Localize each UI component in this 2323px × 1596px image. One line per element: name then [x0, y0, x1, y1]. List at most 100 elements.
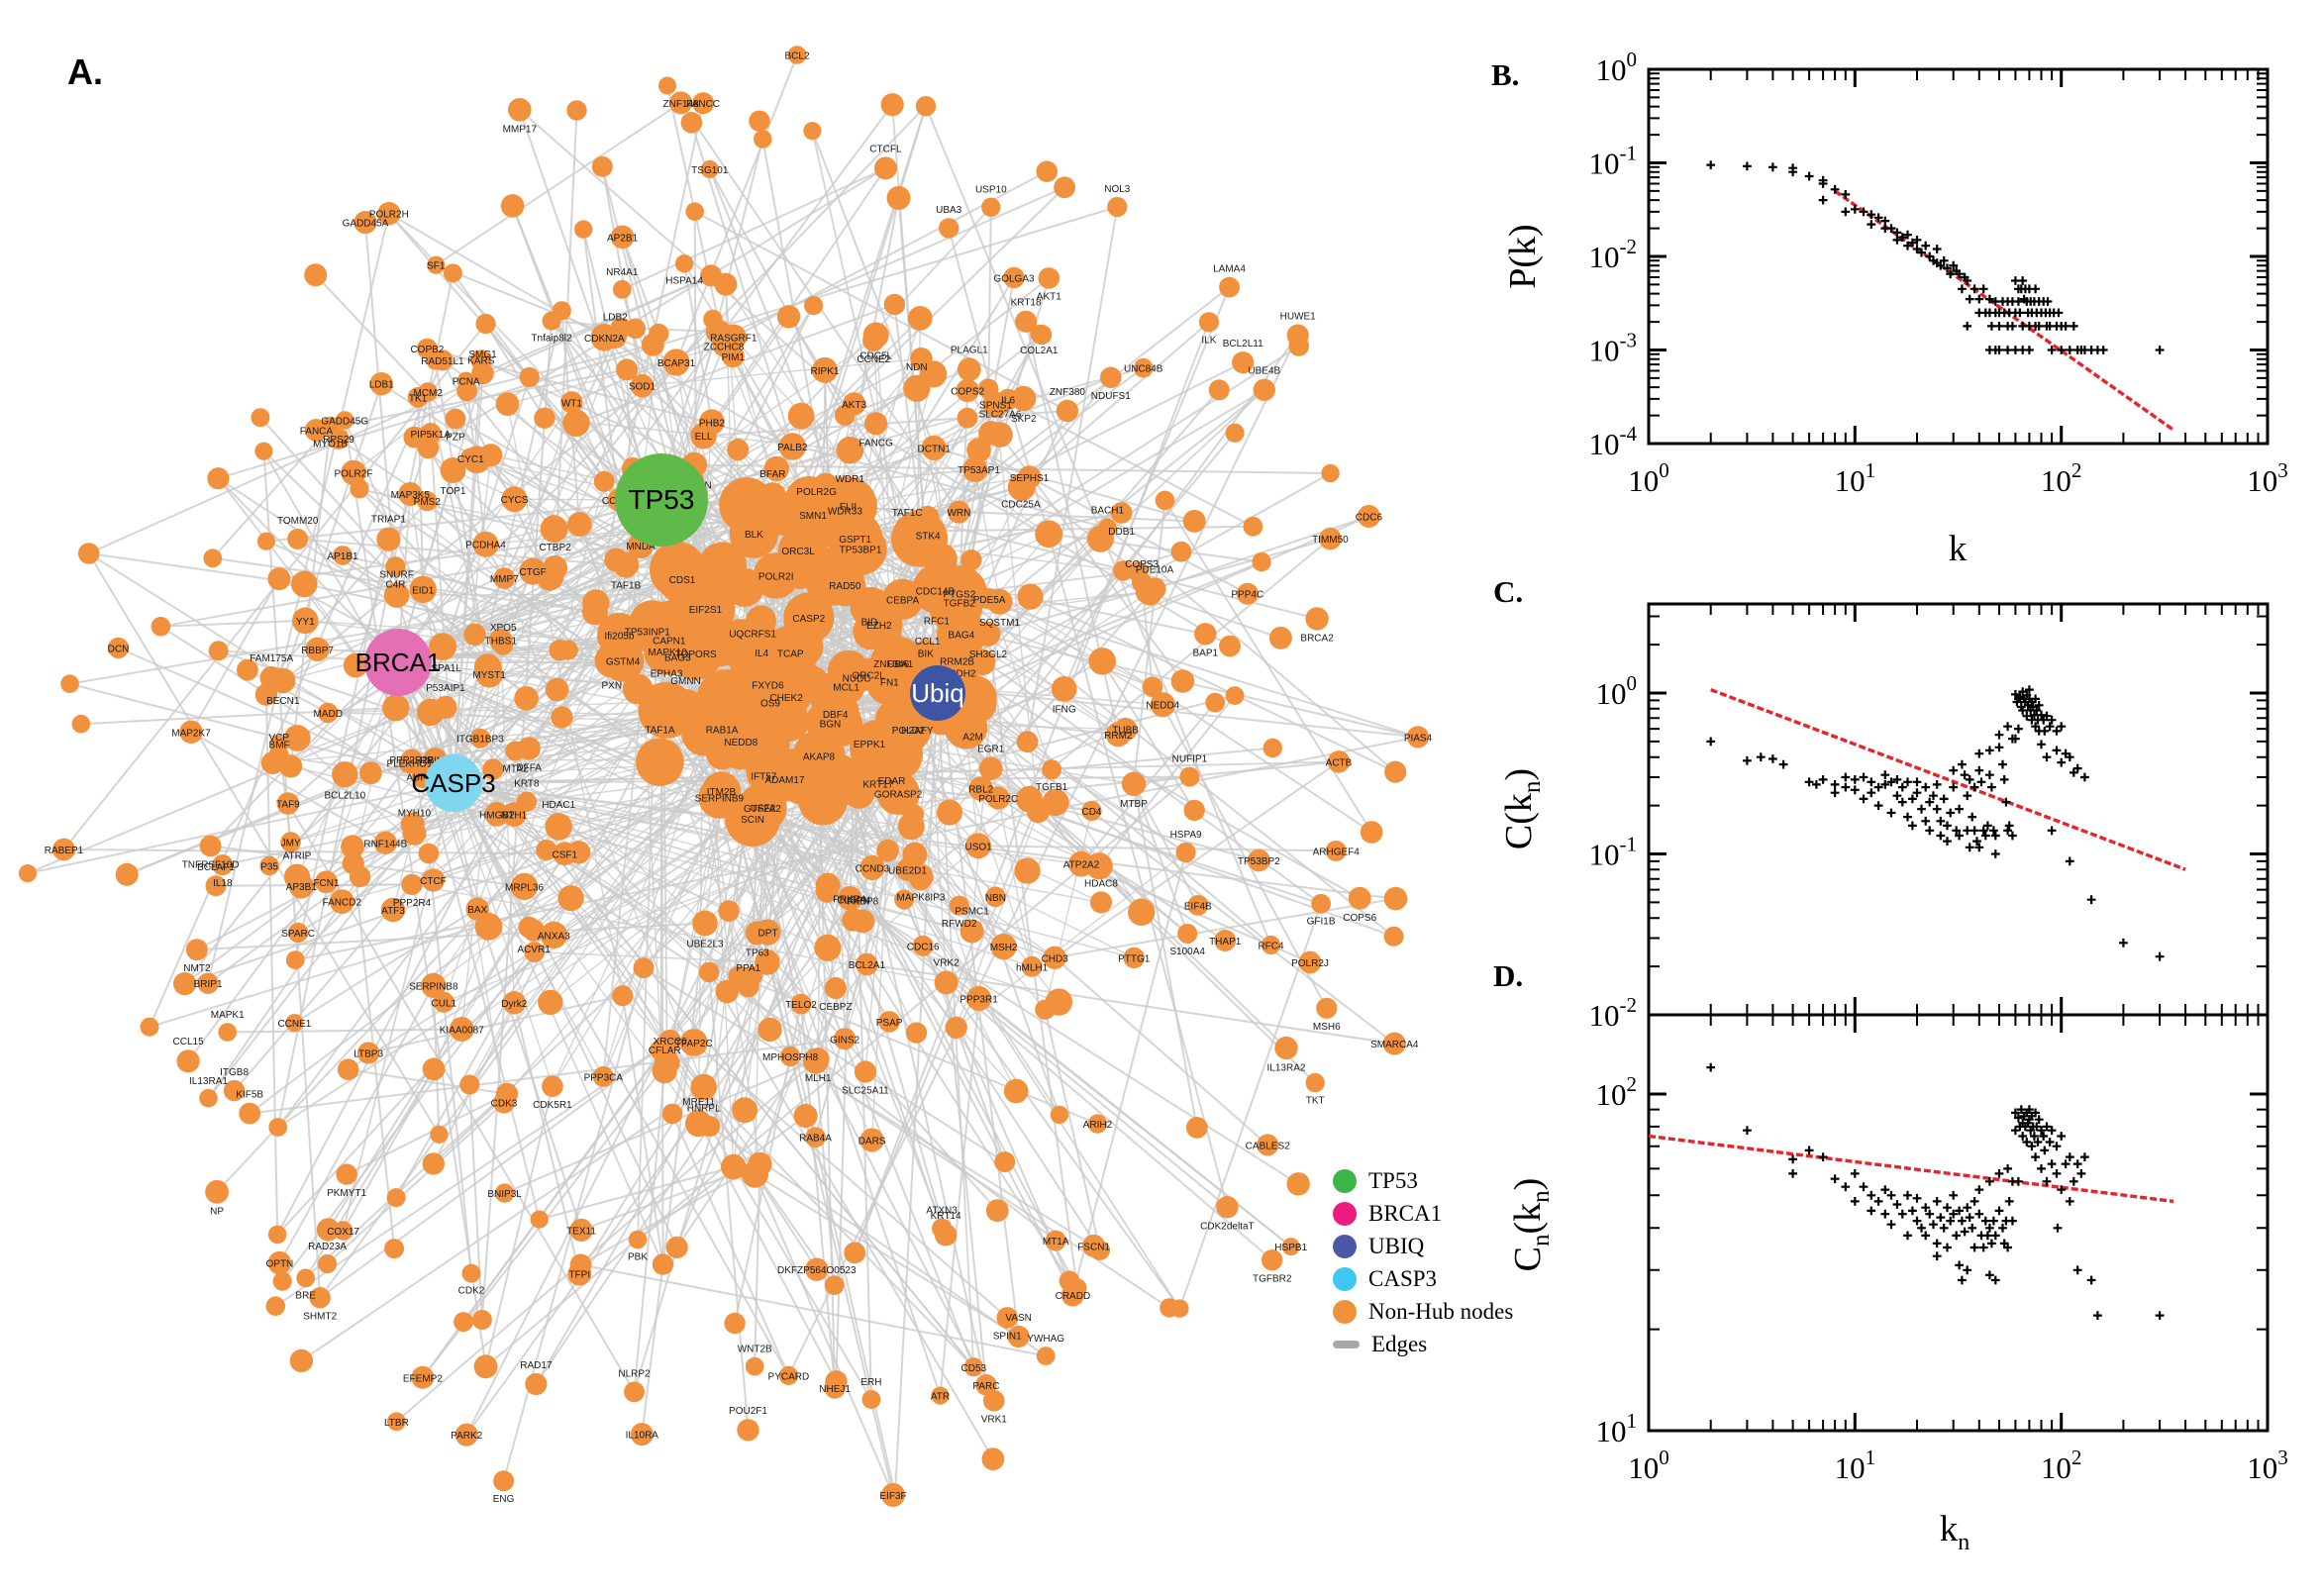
network-node-label: CD53 [961, 1363, 987, 1374]
fit-line [1710, 688, 2186, 871]
network-node-label: MYST1 [472, 670, 506, 681]
network-node-label: WDR1 [835, 474, 864, 485]
y-axis-label-B: P(k) [1502, 224, 1544, 288]
network-node [965, 833, 991, 859]
network-node [343, 652, 368, 678]
network-node [986, 588, 1013, 615]
network-node-label: BECN1 [266, 696, 300, 707]
network-node [803, 122, 822, 141]
network-node [1357, 505, 1380, 528]
network-node [208, 641, 229, 661]
network-node [1382, 1032, 1406, 1055]
network-node [140, 1017, 159, 1037]
network-node [806, 1047, 830, 1071]
network-node-label: CTGF [519, 567, 546, 578]
network-node [357, 1042, 380, 1064]
network-node [1056, 399, 1079, 423]
network-node-label: NHEJ1 [819, 1384, 851, 1395]
network-node [776, 305, 801, 329]
network-node [470, 349, 492, 371]
network-node [237, 658, 258, 681]
network-node-label: RFWD2 [942, 919, 977, 930]
x-axis-label-B: k [1949, 529, 1968, 569]
axis-tick-label: 102 [1596, 1072, 1638, 1112]
network-node [1016, 731, 1039, 753]
network-node [636, 738, 684, 786]
network-node [894, 889, 915, 910]
network-node-label: FANCD2 [323, 898, 362, 909]
network-node-label: ITGB1BP3 [456, 735, 504, 746]
legend-item-label: UBIQ [1368, 1234, 1425, 1258]
network-node [276, 792, 300, 815]
network-node [779, 1046, 801, 1067]
network-node [985, 886, 1006, 908]
network-node-label: RAD51L1 [421, 356, 464, 367]
network-node [674, 254, 694, 273]
legend-item-non-hub-nodes: Non-Hub nodes [1333, 1299, 1513, 1325]
legend-edge-swatch-icon [1333, 1341, 1360, 1348]
network-node-label: CTCF [420, 876, 447, 887]
network-node-label: CDKN2A [584, 334, 625, 345]
network-node [985, 1199, 1009, 1223]
network-node [473, 1354, 498, 1379]
network-node-label: AKT1 [1037, 292, 1061, 303]
network-node-label: PBK [628, 1251, 648, 1262]
scatter-points [1706, 160, 2165, 354]
network-node-label: EID1 [412, 585, 435, 596]
network-node [341, 835, 364, 859]
network-node [267, 1250, 292, 1275]
network-node [519, 366, 540, 387]
network-node [698, 542, 748, 591]
network-node [369, 372, 393, 396]
network-node [269, 735, 289, 753]
legend-item-label: CASP3 [1368, 1266, 1438, 1291]
network-node [1360, 821, 1383, 844]
network-node [1050, 1105, 1069, 1125]
network-node-label: AP2B1 [607, 233, 639, 244]
network-node [781, 538, 803, 559]
scatter-points [1706, 685, 2165, 961]
network-node [1311, 893, 1331, 914]
network-node [1089, 1240, 1110, 1260]
network-node-label: ARIH2 [1083, 1120, 1113, 1131]
network-node [1225, 423, 1245, 443]
network-node [288, 922, 309, 944]
network-node-label: RAB1A [706, 726, 739, 737]
network-node-label: UBE4B [1248, 366, 1280, 377]
hub-label-brca1: BRCA1 [355, 648, 442, 677]
network-node-label: NBN [985, 893, 1006, 904]
network-node [218, 1023, 237, 1042]
network-node [1187, 895, 1209, 916]
network-node [787, 563, 814, 589]
legend-node-swatch-icon [1333, 1235, 1357, 1258]
network-node-label: PPA1 [736, 963, 760, 974]
network-node-label: RIPK1 [811, 366, 840, 377]
legend-item-label: TP53 [1368, 1168, 1418, 1193]
network-node [978, 421, 1003, 446]
network-node [505, 741, 526, 761]
axis-minor-ticks [1649, 604, 2268, 1015]
network-node [854, 1060, 877, 1083]
network-node [1216, 1196, 1239, 1219]
network-node [1183, 799, 1205, 822]
network-node [309, 1287, 331, 1309]
network-node [1298, 950, 1322, 974]
network-node [1236, 582, 1259, 605]
network-node-label: HSPB1 [1274, 1243, 1307, 1253]
network-node [1142, 676, 1163, 698]
network-node-label: PLEKHO1 [387, 758, 434, 769]
network-node [1100, 366, 1122, 389]
network-node [1383, 926, 1404, 947]
network-node [836, 487, 864, 516]
network-node-label: COPS3 [1125, 559, 1159, 570]
network-node-label: HDAC8 [1084, 878, 1118, 889]
network-node-label: FAM175A [250, 653, 293, 664]
network-node-label: USP10 [975, 185, 1007, 196]
network-node [1003, 266, 1025, 289]
network-node-label: FXYD6 [752, 681, 784, 692]
network-node [1205, 692, 1226, 713]
network-node [582, 589, 610, 617]
network-node [630, 1423, 654, 1446]
network-node-label: GADD45G [321, 416, 368, 427]
